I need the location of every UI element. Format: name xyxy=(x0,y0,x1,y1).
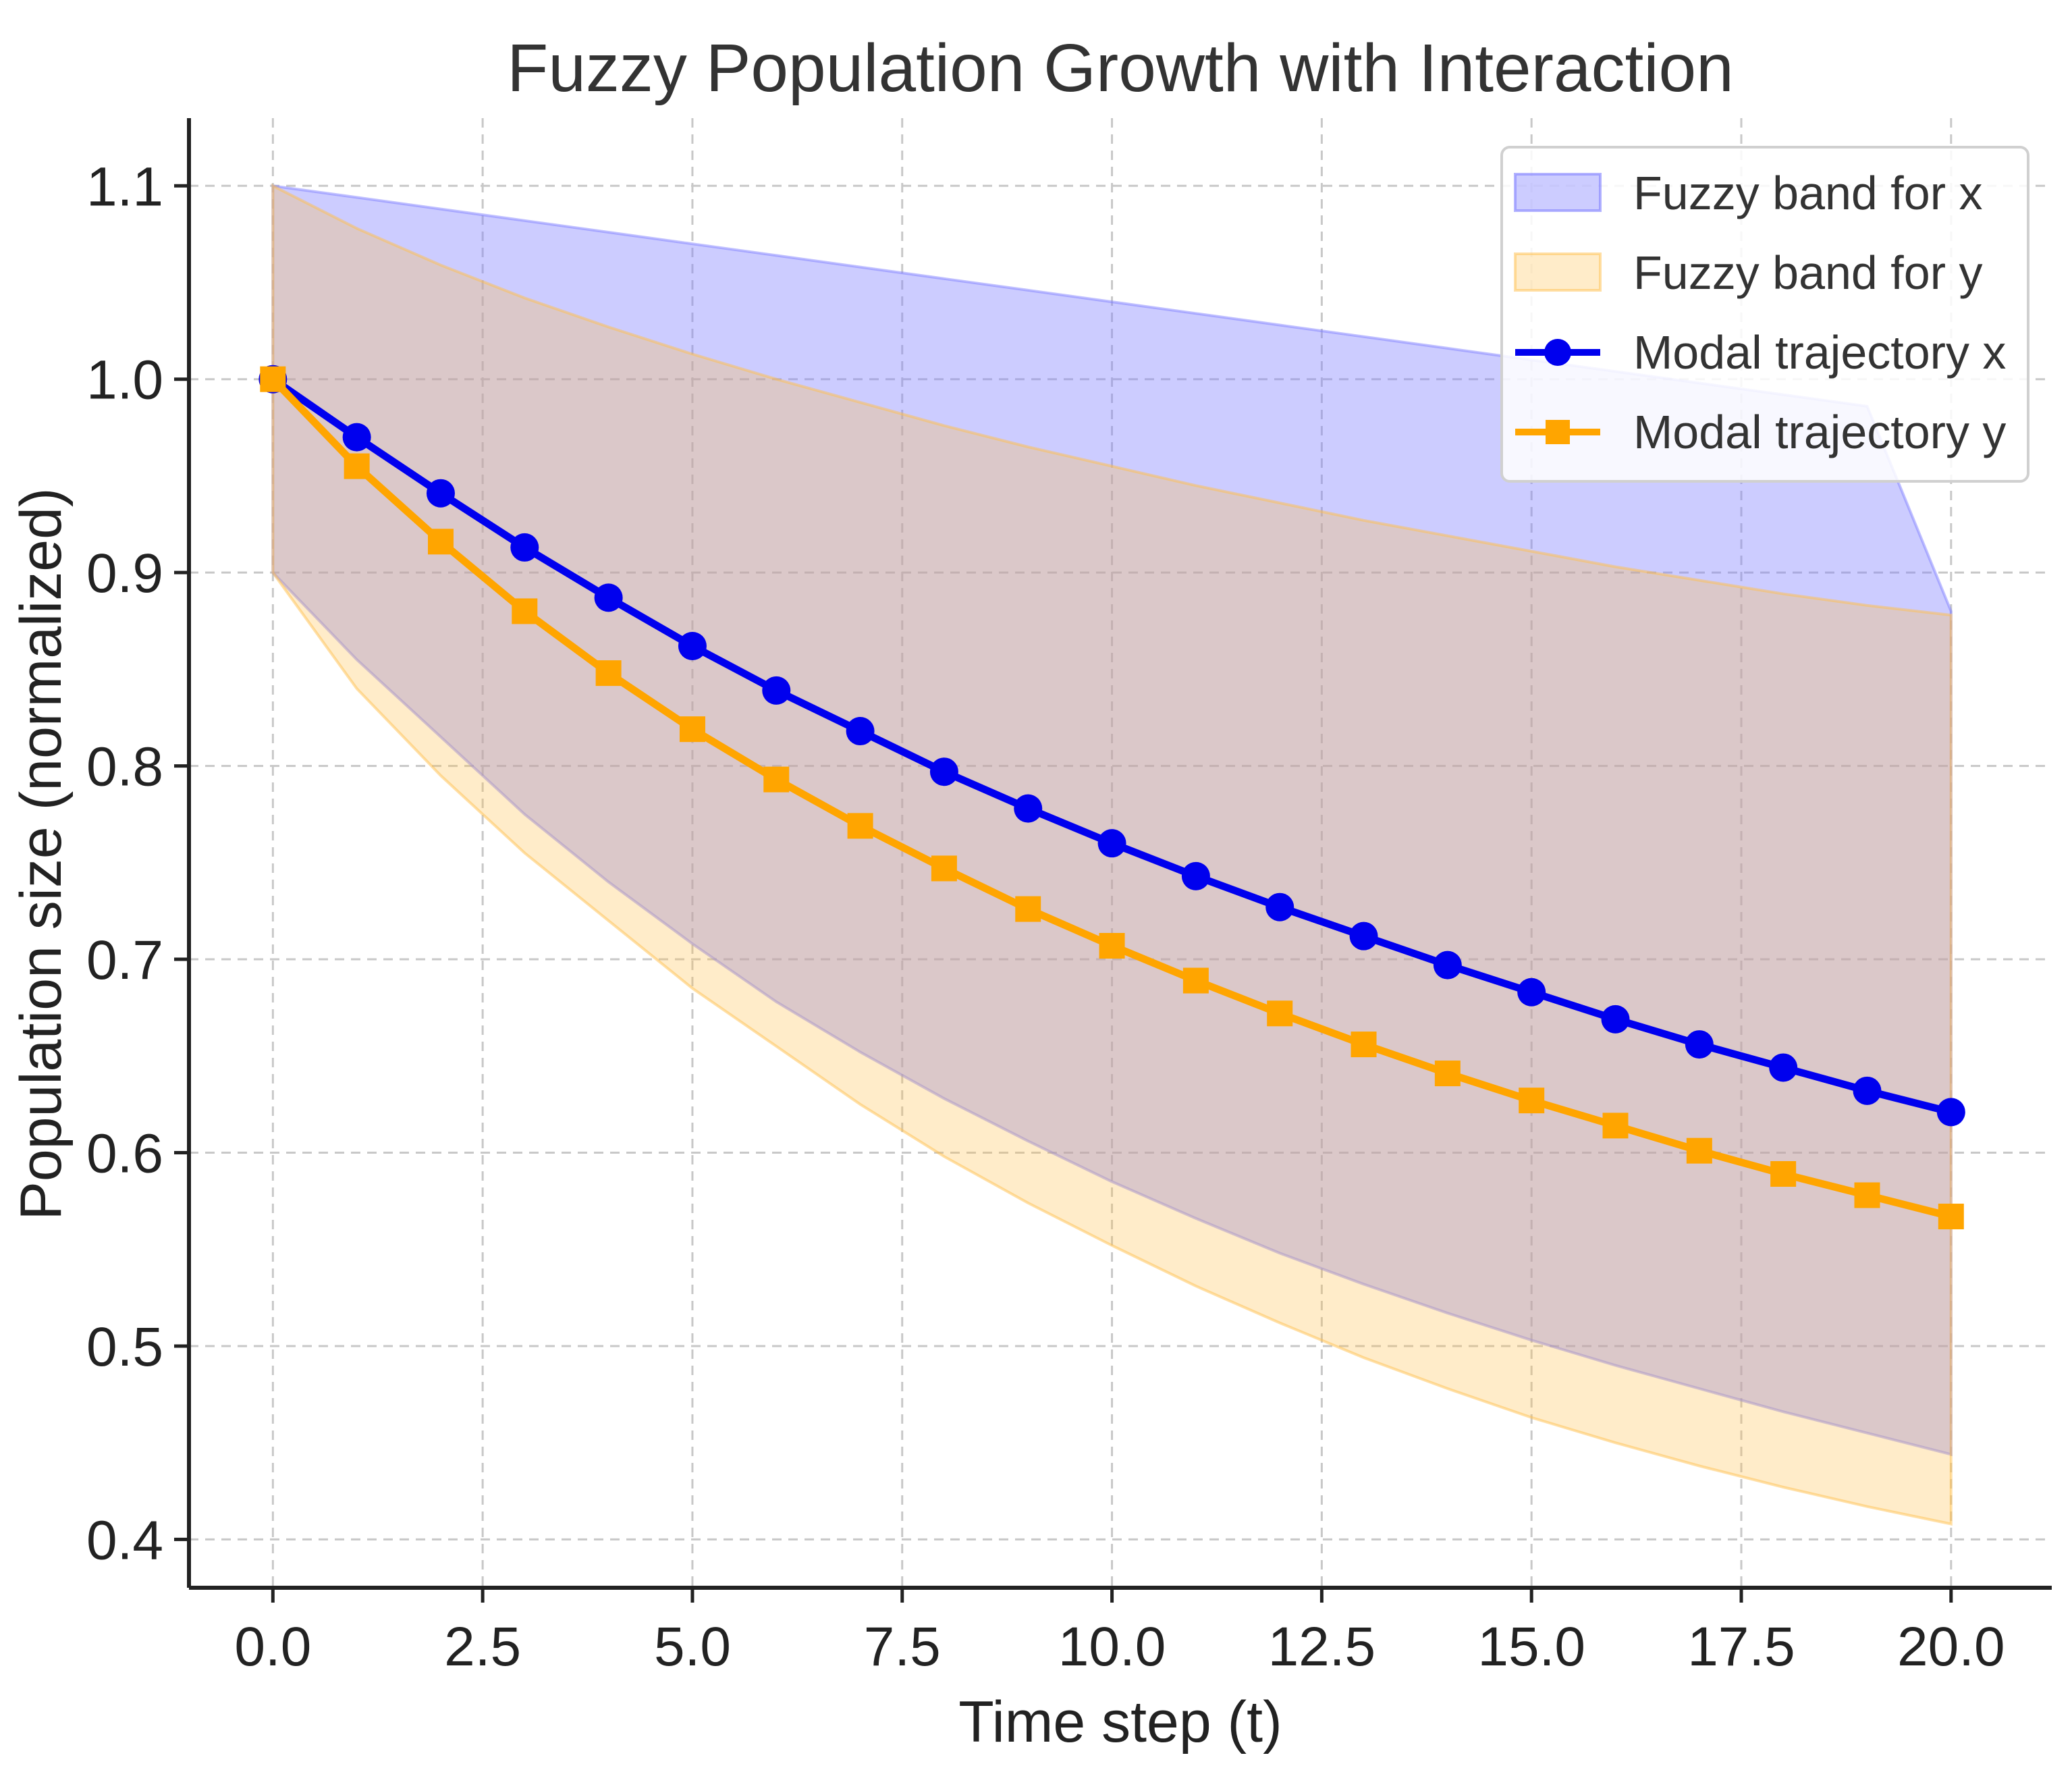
series-x-point xyxy=(1601,1004,1630,1034)
y-axis-label: Population size (normalized) xyxy=(9,487,74,1220)
series-x-point xyxy=(1181,861,1210,890)
x-tick-label: 7.5 xyxy=(864,1616,941,1678)
y-tick-label: 0.7 xyxy=(86,930,163,991)
y-tick-label: 1.1 xyxy=(86,156,163,217)
series-y-point xyxy=(344,453,370,479)
series-x-point xyxy=(1936,1098,1965,1127)
series-y-point xyxy=(260,366,286,392)
legend-swatch-band-x xyxy=(1514,173,1602,212)
series-y-point xyxy=(1182,967,1209,994)
series-y-point xyxy=(595,660,622,687)
series-x-point xyxy=(929,757,958,786)
legend-marker-series-y xyxy=(1546,420,1570,444)
series-x-point xyxy=(426,479,455,508)
series-y-point xyxy=(1015,896,1041,922)
series-x-point xyxy=(594,583,623,612)
series-y-point xyxy=(1351,1032,1377,1058)
series-y-point xyxy=(1770,1161,1797,1187)
y-tick-label: 0.6 xyxy=(86,1123,163,1184)
x-tick-label: 15.0 xyxy=(1477,1616,1585,1678)
y-tick-label: 0.5 xyxy=(86,1316,163,1378)
series-x-point xyxy=(342,423,371,452)
series-x-point xyxy=(1769,1053,1798,1082)
series-y-point xyxy=(1519,1088,1545,1114)
series-x-point xyxy=(1853,1076,1882,1105)
series-y-point xyxy=(679,716,705,743)
y-tick-label: 0.9 xyxy=(86,543,163,604)
series-x-point xyxy=(1517,977,1546,1007)
x-tick-label: 20.0 xyxy=(1897,1616,2005,1678)
legend: Fuzzy band for x Fuzzy band for y Modal … xyxy=(1500,146,2029,483)
x-tick-label: 5.0 xyxy=(654,1616,731,1678)
series-x-point xyxy=(510,533,539,562)
series-y-point xyxy=(427,529,454,555)
series-x-point xyxy=(1014,794,1043,823)
legend-label-band-x: Fuzzy band for x xyxy=(1633,167,1982,219)
y-tick-label: 1.0 xyxy=(86,350,163,411)
y-tick-label: 0.8 xyxy=(86,736,163,798)
x-tick-label: 2.5 xyxy=(444,1616,521,1678)
x-tick-label: 17.5 xyxy=(1687,1616,1795,1678)
series-layer xyxy=(258,365,1965,1230)
legend-label-band-y: Fuzzy band for y xyxy=(1633,246,1982,299)
x-tick-label: 12.5 xyxy=(1268,1616,1376,1678)
legend-swatch-band-y xyxy=(1514,252,1602,292)
series-x-point xyxy=(1433,950,1462,980)
grid-layer xyxy=(189,118,2052,1588)
series-x-point xyxy=(1349,921,1378,950)
series-y-point xyxy=(1938,1204,1964,1230)
series-y-point xyxy=(1602,1113,1629,1139)
x-tick-label: 0.0 xyxy=(234,1616,311,1678)
series-x-point xyxy=(1685,1030,1714,1059)
series-x-point xyxy=(846,717,875,746)
series-x-point xyxy=(1265,892,1294,921)
series-y-point xyxy=(1099,932,1125,959)
legend-marker-series-x xyxy=(1544,339,1571,366)
x-axis-label: Time step (t) xyxy=(958,1690,1282,1754)
series-y-point xyxy=(1686,1137,1712,1164)
series-y-point xyxy=(512,598,538,624)
series-y-point xyxy=(1434,1061,1461,1087)
x-tick-label: 10.0 xyxy=(1058,1616,1166,1678)
series-y-point xyxy=(763,766,790,793)
legend-box xyxy=(1500,146,2029,483)
series-y-point xyxy=(847,813,873,839)
series-x-point xyxy=(1097,829,1126,858)
series-x-point xyxy=(678,632,707,661)
series-y-point xyxy=(1854,1182,1880,1208)
legend-label-series-y: Modal trajectory y xyxy=(1633,406,2006,458)
tick-layer: 0.0 2.5 5.0 7.5 10.0 12.5 15.0 17.5 20.0 0.4 0.5 0.… xyxy=(86,156,2005,1678)
series-y-point xyxy=(1267,1000,1293,1027)
series-x-point xyxy=(762,676,791,705)
chart-title: Fuzzy Population Growth with Interaction xyxy=(507,30,1734,106)
series-y-point xyxy=(931,855,957,882)
y-tick-label: 0.4 xyxy=(86,1509,163,1571)
legend-label-series-x: Modal trajectory x xyxy=(1633,326,2006,379)
